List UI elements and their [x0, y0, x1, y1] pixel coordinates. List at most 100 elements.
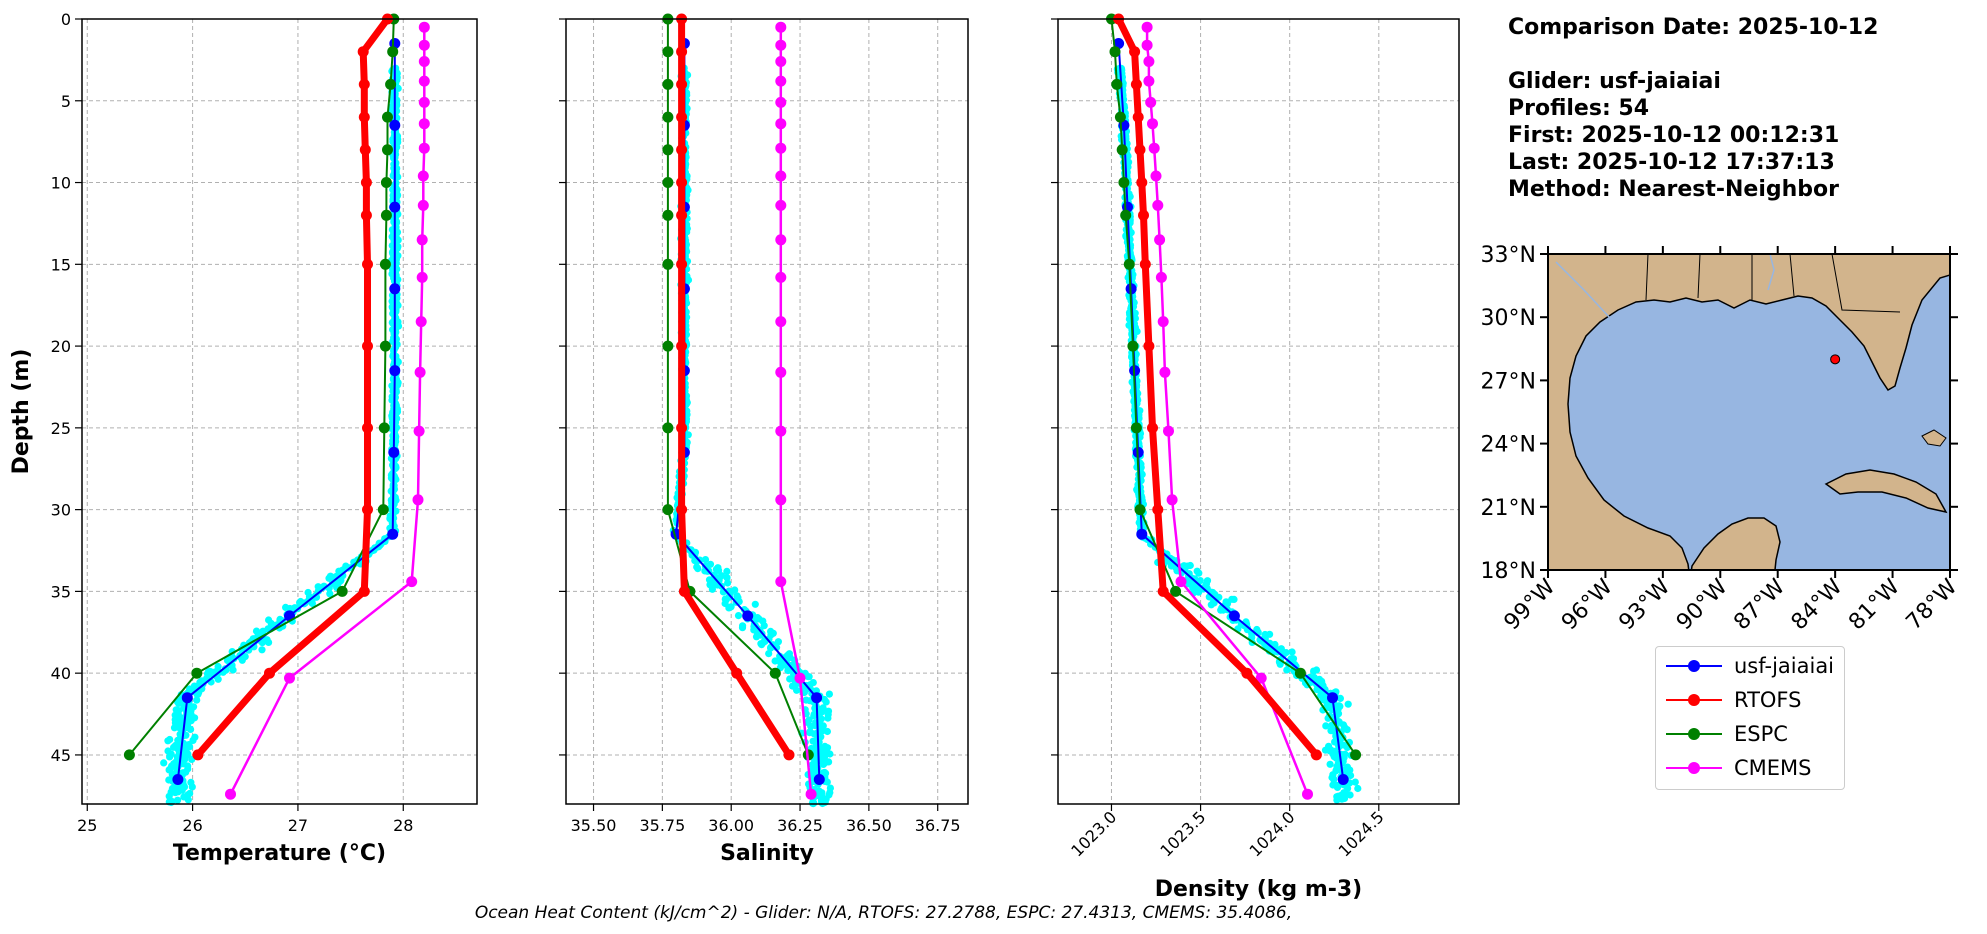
series-point [362, 258, 373, 270]
series-point [1118, 177, 1130, 188]
series-point [775, 425, 787, 437]
series-point [775, 142, 787, 154]
obs-point [715, 566, 723, 575]
obs-point [265, 616, 273, 624]
y-tick-label: 35 [51, 582, 71, 601]
map-lat-label: 27°N [1481, 369, 1536, 394]
series-point [360, 177, 372, 188]
series-point [662, 209, 674, 221]
x-tick-label: 27 [288, 816, 308, 835]
series-point [775, 56, 787, 67]
series-point [416, 234, 428, 246]
series-point [676, 258, 688, 270]
map-lon-label: 78°W [1902, 574, 1963, 635]
series-rtofs [1113, 13, 1322, 761]
series-point [406, 576, 418, 588]
series-point [1147, 118, 1158, 130]
obs-point [805, 716, 813, 724]
obs-point [1333, 796, 1341, 804]
obs-point [214, 662, 222, 671]
obs-point [245, 646, 253, 654]
series-point [813, 774, 825, 785]
y-tick-label: 45 [51, 746, 71, 765]
obs-point [816, 745, 824, 753]
series-point [362, 340, 373, 352]
series-point [1327, 692, 1338, 704]
series-point [414, 366, 426, 378]
obs-point [171, 761, 179, 769]
series-cmems [1141, 21, 1313, 800]
series-point [775, 576, 787, 588]
obs-point [1133, 327, 1141, 335]
legend-item-cmems: CMEMS [1666, 751, 1812, 785]
series-point [225, 788, 236, 800]
obs-point [1317, 691, 1325, 700]
obs-point [160, 759, 168, 767]
series-point [389, 283, 401, 295]
series-point [377, 504, 389, 516]
series-point [1111, 78, 1123, 90]
obs-point [705, 576, 714, 584]
series-point [676, 504, 688, 516]
series-point [388, 446, 400, 458]
series-line-cmems [1145, 27, 1309, 795]
obs-point [1288, 648, 1296, 656]
obs-point [776, 652, 784, 660]
axes-frame [565, 18, 969, 805]
series-point [769, 667, 781, 679]
profile-panels: 25 26 27 28 0 5 10 15 20 25 30 35 40 45 Temperature (°… [9, 10, 1460, 902]
series-point [1134, 504, 1146, 516]
panel-2: 35.50 35.75 36.00 36.25 36.50 36.75 Salinity [559, 13, 969, 866]
axes-frame [1057, 18, 1460, 805]
obs-point [826, 750, 834, 758]
series-point [1113, 38, 1125, 49]
series-point [1152, 199, 1164, 211]
series-point [1120, 209, 1132, 221]
series-point [284, 672, 295, 684]
series-line-rtofs [1115, 17, 1320, 758]
legend-swatch-glider [1666, 655, 1722, 677]
obs-point [165, 776, 173, 784]
obs-point [1289, 655, 1298, 663]
profile-count: Profiles: 54 [1508, 96, 1650, 121]
obs-point [723, 574, 731, 582]
series-point [775, 199, 787, 211]
series-point [662, 177, 674, 188]
x-tick-label: 36.50 [846, 816, 892, 835]
series-point [662, 144, 674, 156]
obs-point [825, 690, 834, 698]
first-time: First: 2025-10-12 00:12:31 [1508, 123, 1840, 148]
obs-point [185, 741, 193, 749]
series-point [775, 118, 787, 130]
series-point [387, 46, 399, 58]
series-rtofs [676, 13, 795, 761]
series-point [1159, 366, 1171, 378]
obs-point [1230, 595, 1238, 604]
series-point [1163, 425, 1174, 437]
glider-name: Glider: usf-jaiaiai [1508, 69, 1721, 94]
obs-point [1332, 767, 1340, 775]
map-lon-label: 93°W [1614, 574, 1675, 635]
panel-1: 25 26 27 28 0 5 10 15 20 25 30 35 40 45 Temperature (°… [9, 10, 478, 866]
series-point [417, 170, 429, 182]
obs-point [708, 585, 717, 593]
obs-point [1344, 700, 1352, 708]
obs-point [809, 737, 817, 745]
series-point [172, 774, 184, 785]
series-point [1155, 271, 1167, 283]
obs-point [1131, 309, 1139, 317]
series-point [1154, 234, 1166, 246]
series-point [1241, 667, 1253, 679]
map-lat-label: 33°N [1481, 243, 1536, 268]
map-rivers [1555, 254, 1775, 319]
obs-point [1351, 778, 1359, 786]
series-point [676, 177, 688, 188]
series-point [389, 365, 401, 377]
series-usf-jaiaiai [172, 38, 401, 785]
obs-point [1331, 781, 1339, 789]
series-point [417, 199, 429, 211]
series-point [662, 258, 674, 270]
legend-label-cmems: CMEMS [1734, 756, 1812, 780]
series-point [775, 39, 787, 51]
